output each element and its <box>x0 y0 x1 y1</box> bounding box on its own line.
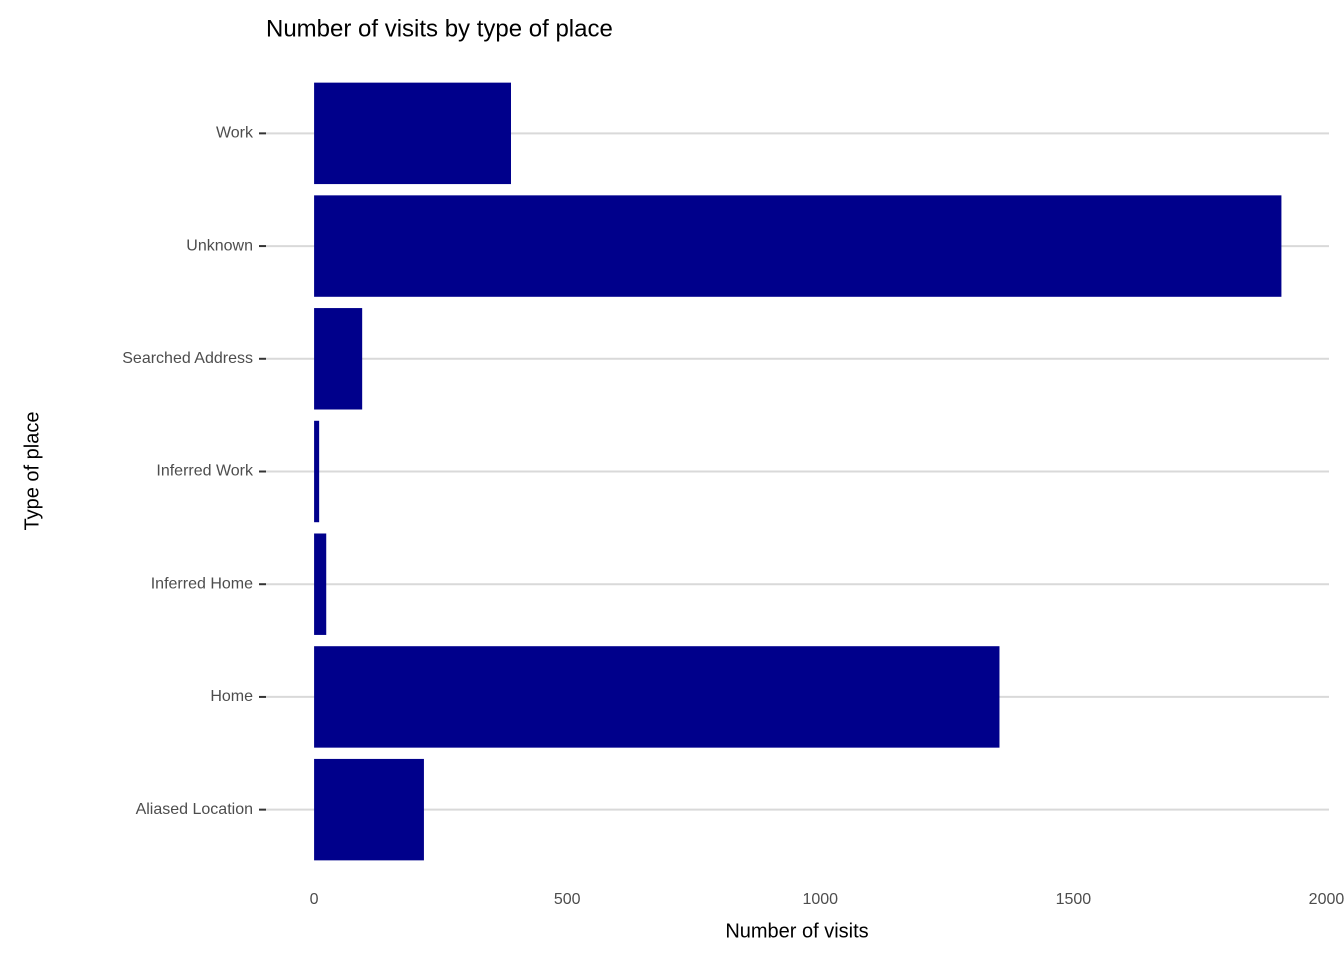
bar <box>314 646 1000 748</box>
x-tick-label: 1000 <box>802 891 838 908</box>
x-tick-label: 0 <box>310 891 319 908</box>
x-tick-label: 500 <box>554 891 581 908</box>
y-axis-title: Type of place <box>21 412 43 531</box>
bar <box>314 82 511 185</box>
y-tick-label: Searched Address <box>122 350 253 367</box>
x-tick-label: 2000 <box>1309 891 1344 908</box>
x-axis-title: Number of visits <box>725 920 868 942</box>
y-tick-label: Inferred Work <box>156 463 254 480</box>
bar <box>314 533 327 635</box>
chart-title: Number of visits by type of place <box>266 15 613 42</box>
y-tick-label: Work <box>216 125 254 142</box>
bar <box>314 308 363 410</box>
bar <box>314 420 320 523</box>
y-tick-label: Aliased Location <box>136 801 253 818</box>
bar <box>314 758 424 861</box>
y-tick-label: Home <box>210 688 253 705</box>
x-tick-label: 1500 <box>1056 891 1092 908</box>
bar <box>314 195 1282 297</box>
y-tick-label: Inferred Home <box>151 575 253 592</box>
y-tick-label: Unknown <box>186 237 253 254</box>
